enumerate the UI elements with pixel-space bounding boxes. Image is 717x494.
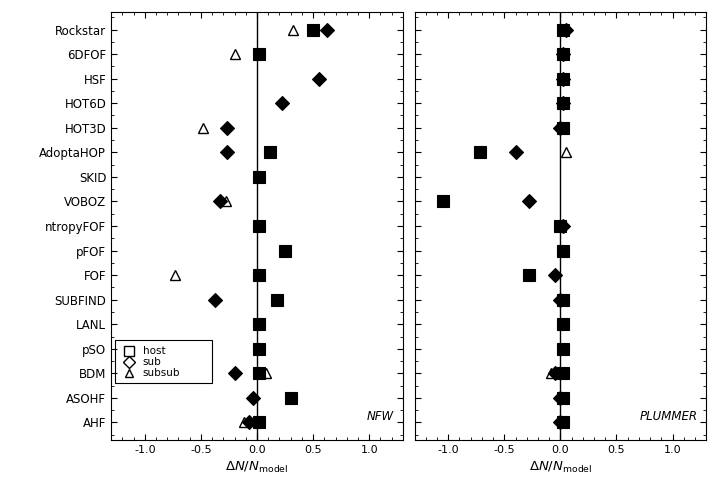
Bar (115, 340, 212, 383)
Text: host: host (143, 345, 165, 356)
X-axis label: $\Delta N/N_{\mathrm{model}}$: $\Delta N/N_{\mathrm{model}}$ (225, 460, 289, 475)
Text: sub: sub (143, 357, 161, 367)
Text: NFW: NFW (367, 410, 394, 422)
X-axis label: $\Delta N/N_{\mathrm{model}}$: $\Delta N/N_{\mathrm{model}}$ (528, 460, 592, 475)
Text: subsub: subsub (143, 368, 180, 378)
Text: PLUMMER: PLUMMER (640, 410, 698, 422)
